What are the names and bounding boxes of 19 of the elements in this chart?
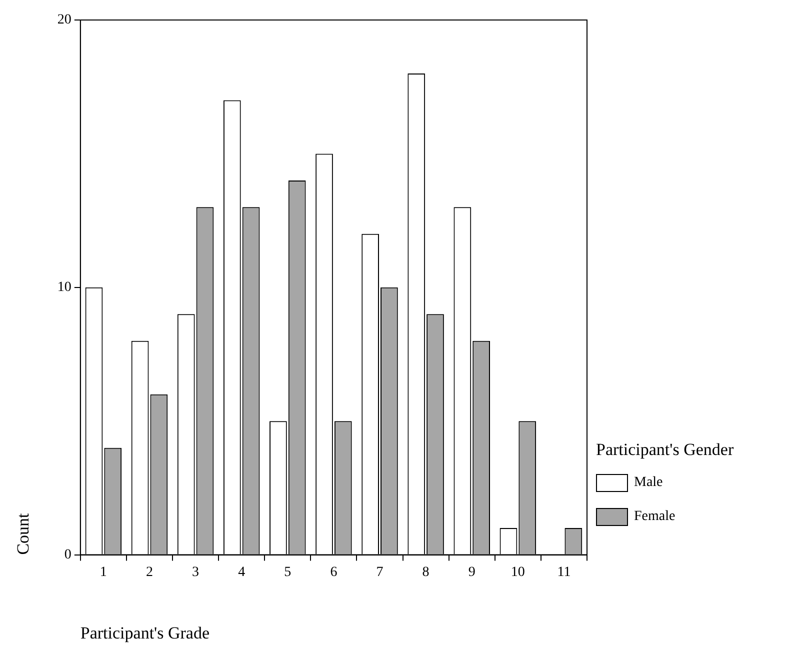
y-axis-title: Count [14, 512, 33, 555]
x-tick-label: 2 [146, 564, 153, 580]
x-tick-label: 10 [510, 564, 525, 580]
x-tick-label: 7 [376, 564, 384, 580]
x-tick-label: 8 [422, 564, 430, 580]
y-tick-label: 20 [57, 12, 72, 28]
x-tick-label: 1 [100, 564, 107, 580]
x-axis-title: Participant's Grade [80, 623, 210, 642]
x-tick-label: 6 [330, 564, 338, 580]
x-tick-label: 3 [192, 564, 200, 580]
text: Male [634, 475, 663, 491]
x-tick-label: 5 [284, 564, 292, 580]
x-tick-label: 4 [238, 564, 246, 580]
y-tick-label: 10 [57, 280, 72, 296]
legend-title: Participant's Gender [596, 440, 734, 460]
y-tick-label: 0 [64, 547, 72, 562]
legend-label: Female [634, 509, 676, 525]
x-tick-label: 9 [468, 564, 476, 580]
x-tick-label: 11 [557, 564, 571, 580]
